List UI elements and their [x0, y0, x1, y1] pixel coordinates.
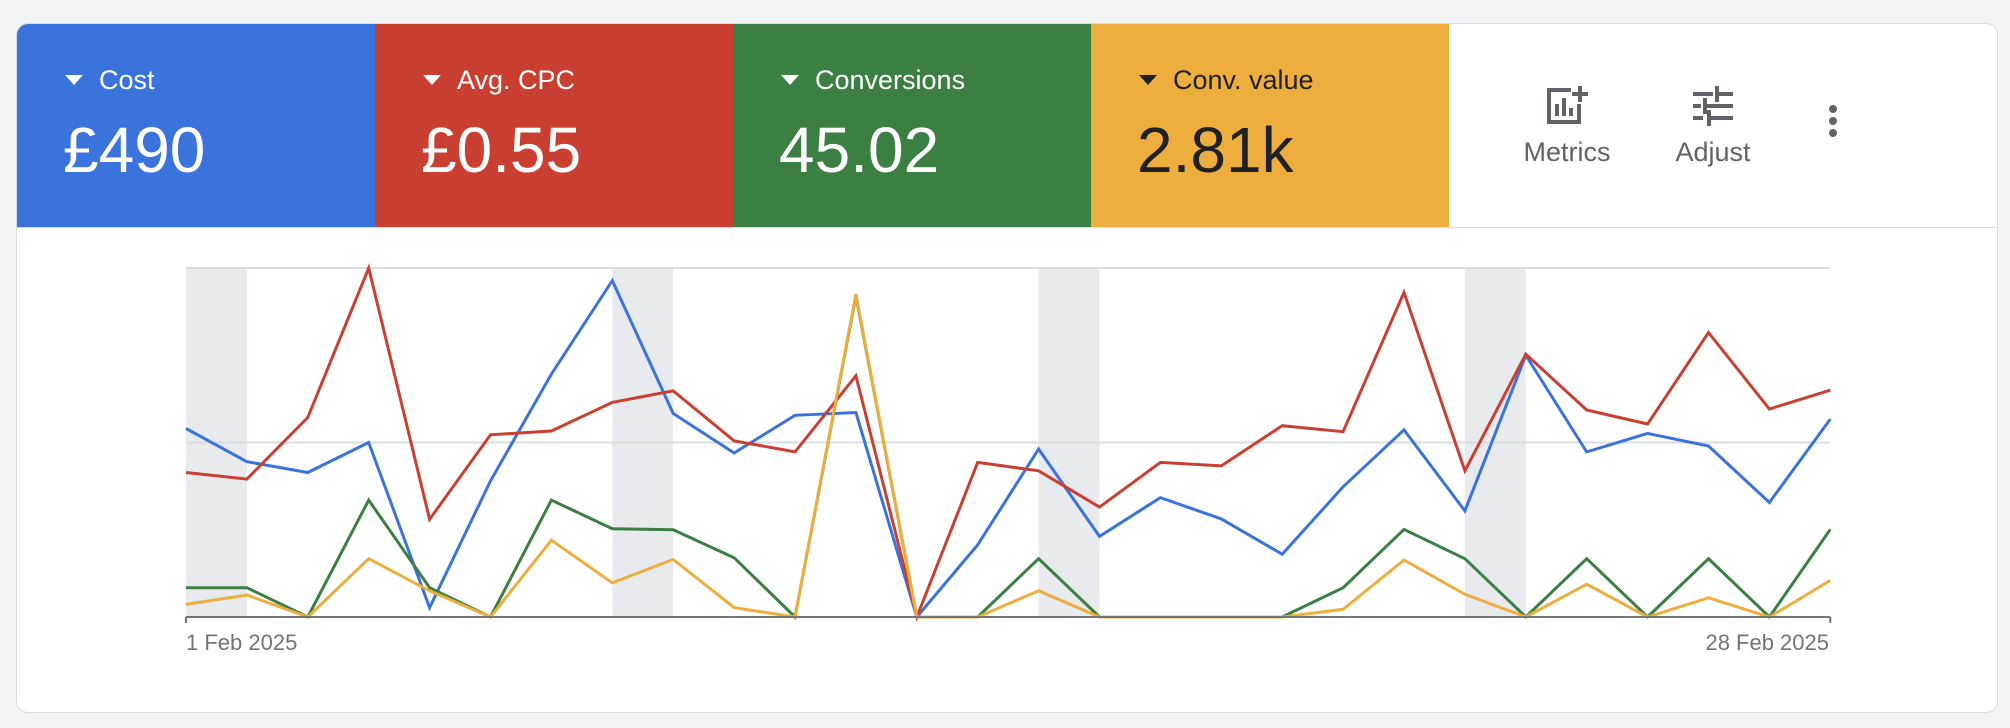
- x-axis-start-label: 1 Feb 2025: [186, 630, 298, 655]
- series-line-cost: [185, 277, 1832, 621]
- series-line-avg-cpc: [185, 263, 1831, 622]
- metrics-button[interactable]: Metrics: [1507, 76, 1627, 196]
- scorecard-label: Conv. value: [1139, 64, 1314, 96]
- series-line-conversions: [186, 295, 1832, 621]
- scorecard-value: 2.81k: [1137, 114, 1294, 186]
- scorecard-value: £0.55: [421, 114, 582, 186]
- adjust-button[interactable]: Adjust: [1653, 76, 1773, 196]
- scorecard-label: Cost: [65, 64, 155, 96]
- scorecard-conv-value[interactable]: Conv. value 2.81k: [1091, 24, 1449, 227]
- add-chart-icon: [1547, 86, 1588, 124]
- scorecard-value: £490: [63, 114, 206, 186]
- more-vert-icon-dot: [1829, 129, 1837, 137]
- dropdown-triangle-icon: [1139, 75, 1157, 85]
- scorecard-label: Conversions: [781, 64, 965, 96]
- divider: [17, 227, 1997, 228]
- dropdown-triangle-icon: [423, 75, 441, 85]
- metrics-label: Metrics: [1523, 137, 1611, 167]
- x-axis-end-label: 28 Feb 2025: [1705, 630, 1829, 655]
- adjust-label: Adjust: [1675, 137, 1751, 167]
- scorecard-label-text: Avg. CPC: [457, 65, 576, 95]
- scorecard-cost[interactable]: Cost £490: [17, 24, 375, 227]
- more-vert-icon-dot: [1829, 105, 1837, 113]
- scorecard-label-text: Conversions: [815, 65, 966, 95]
- dropdown-triangle-icon: [781, 75, 799, 85]
- line-chart[interactable]: [17, 228, 1998, 713]
- performance-card: Cost £490 Avg. CPC £0.55 Conversions 45.…: [16, 23, 1998, 713]
- dropdown-triangle-icon: [65, 75, 83, 85]
- scorecard-conversions[interactable]: Conversions 45.02: [733, 24, 1091, 227]
- tune-icon: [1693, 86, 1733, 126]
- series-line-conv-value: [185, 293, 1832, 619]
- scorecard-label: Avg. CPC: [423, 64, 575, 96]
- more-options-button[interactable]: [1818, 102, 1848, 156]
- scorecard-avg-cpc[interactable]: Avg. CPC £0.55: [375, 24, 733, 227]
- scorecard-value: 45.02: [779, 114, 940, 186]
- scorecard-row: Cost £490 Avg. CPC £0.55 Conversions 45.…: [17, 24, 1449, 227]
- scorecard-label-text: Conv. value: [1173, 65, 1314, 95]
- scorecard-label-text: Cost: [99, 65, 155, 95]
- more-vert-icon-dot: [1829, 117, 1837, 125]
- chart-toolbar: Metrics Adjust: [1457, 24, 1997, 227]
